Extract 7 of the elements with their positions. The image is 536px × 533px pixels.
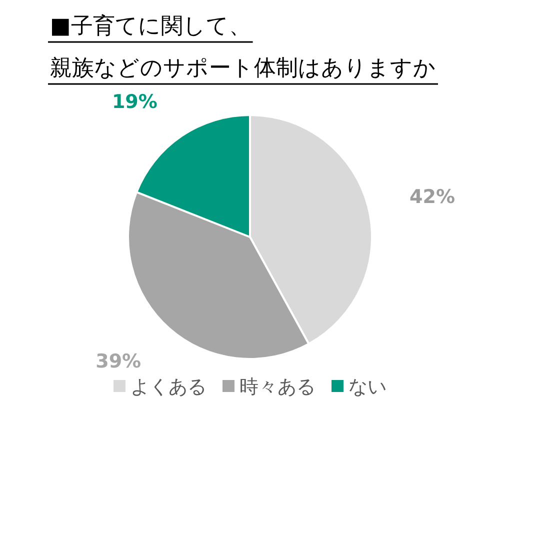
legend-label: ない xyxy=(348,376,386,398)
chart-title: ■子育てに関して、親族などのサポート体制はありますか xyxy=(50,13,436,81)
data-label: 42% xyxy=(410,186,456,208)
data-label: 19% xyxy=(112,90,158,113)
legend-label: 時々ある xyxy=(240,376,316,398)
legend-label: よくある xyxy=(130,376,206,398)
data-label: 39% xyxy=(96,350,142,373)
